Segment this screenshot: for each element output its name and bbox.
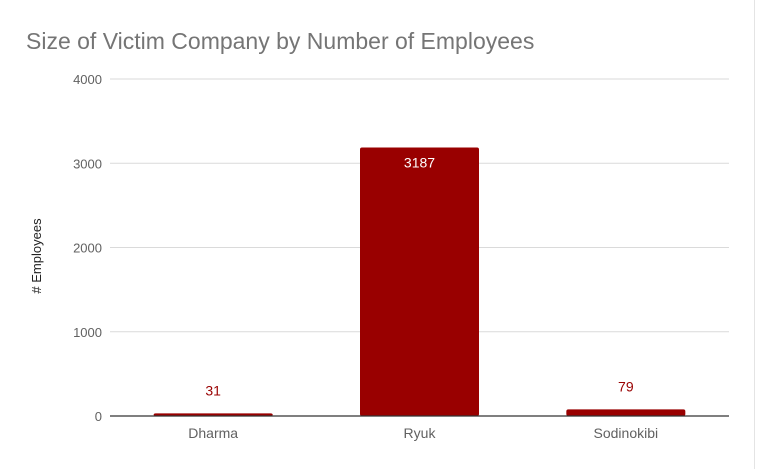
x-axis-ticks: Dharma Ryuk Sodinokibi — [188, 425, 658, 441]
y-tick-label: 0 — [95, 409, 102, 424]
y-tick-label: 3000 — [73, 156, 102, 171]
y-axis-label: # Employees — [29, 218, 44, 294]
data-labels: 31 3187 79 — [205, 154, 633, 398]
bar-dharma — [153, 413, 273, 416]
data-label: 31 — [205, 382, 221, 398]
y-tick-label: 1000 — [73, 325, 102, 340]
data-label: 79 — [618, 378, 634, 394]
data-label: 3187 — [404, 154, 435, 170]
y-tick-label: 4000 — [73, 72, 102, 87]
bars — [153, 147, 686, 417]
bar-sodinokibi — [566, 409, 686, 416]
x-tick-label: Dharma — [188, 425, 238, 441]
panel-edge — [754, 0, 755, 469]
y-tick-label: 2000 — [73, 241, 102, 256]
bar-ryuk — [360, 147, 479, 417]
chart-title: Size of Victim Company by Number of Empl… — [26, 28, 534, 54]
y-axis-ticks: 0 1000 2000 3000 4000 — [73, 72, 102, 424]
x-tick-label: Ryuk — [404, 425, 437, 441]
x-tick-label: Sodinokibi — [594, 425, 659, 441]
